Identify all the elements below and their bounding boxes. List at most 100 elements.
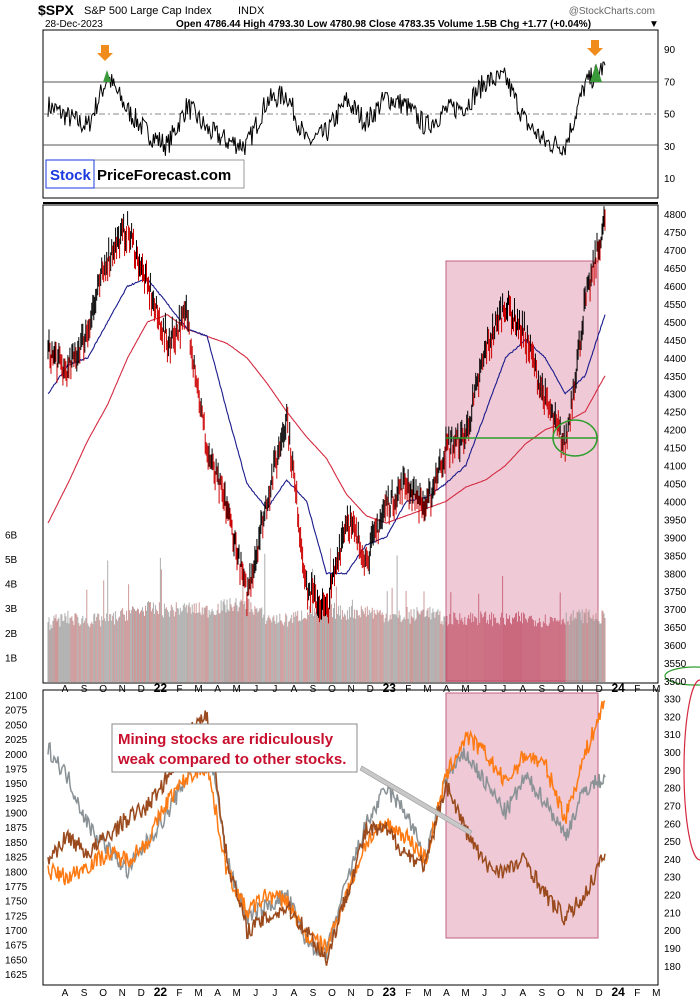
price-tick-label: 4450	[664, 336, 687, 347]
price-tick-label: 4400	[664, 354, 687, 365]
month-tick-label: N	[119, 988, 126, 999]
left-tick-label: 1625	[5, 970, 28, 981]
month-tick-label: A	[291, 988, 298, 999]
index-name: S&P 500 Large Cap Index	[84, 5, 212, 17]
rsi-tick-label: 10	[664, 174, 676, 185]
price-tick-label: 4350	[664, 372, 687, 383]
series-gray-line	[47, 724, 606, 960]
month-tick-label: O	[557, 988, 565, 999]
series-brown-line	[47, 710, 606, 966]
price-tick-label: 4250	[664, 408, 687, 419]
price-tick-label: 4100	[664, 462, 687, 473]
month-tick-label: J	[482, 988, 487, 999]
symbol-label: $SPX	[38, 2, 74, 18]
price-tick-label: 3550	[664, 659, 687, 670]
right-tick-label: 260	[664, 819, 681, 830]
left-tick-label: 1850	[5, 838, 28, 849]
month-tick-label: 24	[612, 985, 626, 999]
right-tick-label: 300	[664, 748, 681, 759]
month-tick-label: O	[328, 988, 336, 999]
month-tick-label: J	[501, 988, 506, 999]
price-tick-label: 4650	[664, 264, 687, 275]
month-tick-label: A	[62, 988, 69, 999]
left-tick-label: 1875	[5, 823, 28, 834]
left-tick-label: 2075	[5, 706, 28, 717]
logo-stock-box	[45, 159, 95, 189]
rsi-tick-label: 90	[664, 45, 676, 56]
price-tick-label: 3700	[664, 605, 687, 616]
month-tick-label: M	[194, 988, 202, 999]
overbought-arrow-icon	[587, 40, 603, 56]
price-tick-label: 3800	[664, 569, 687, 580]
right-axis: 330 320 310 300 290 280 270 260 250 240 230 220 210 2…	[664, 695, 681, 973]
price-tick-label: 4600	[664, 282, 687, 293]
left-tick-label: 2050	[5, 720, 28, 731]
support-circle	[552, 419, 598, 457]
rsi-panel: 90 70 50 30 10 Stock PriceForecast.com	[42, 29, 676, 199]
rsi-tick-label: 70	[664, 77, 676, 88]
left-tick-label: 2100	[5, 691, 28, 702]
month-tick-label: J	[272, 988, 277, 999]
left-tick-label: 1725	[5, 911, 28, 922]
ratio-panel: 2100 2075 2050 2025 2000 1975 1950 1925 1900 1875…	[5, 679, 700, 986]
series-orange-line	[47, 700, 606, 955]
right-tick-label: 310	[664, 730, 681, 741]
month-tick-label: A	[519, 988, 526, 999]
volume-tick-label: 3B	[5, 604, 18, 615]
price-tick-label: 4000	[664, 497, 687, 508]
right-tick-label: 210	[664, 908, 681, 919]
month-tick-label: D	[138, 988, 145, 999]
right-tick-label: 330	[664, 695, 681, 706]
stockpriceforecast-logo: Stock PriceForecast.com	[45, 159, 245, 189]
left-tick-label: 1775	[5, 882, 28, 893]
price-tick-label: 4050	[664, 480, 687, 491]
left-tick-label: 2000	[5, 750, 28, 761]
price-tick-label: 4500	[664, 318, 687, 329]
right-tick-label: 190	[664, 944, 681, 955]
right-tick-label: 230	[664, 873, 681, 884]
ma50-line	[47, 277, 606, 575]
left-tick-label: 1925	[5, 794, 28, 805]
left-tick-label: 1825	[5, 853, 28, 864]
rsi-line	[47, 61, 606, 156]
exchange-label: INDX	[238, 5, 265, 17]
month-tick-label: 23	[383, 985, 397, 999]
annotation-callout: Mining stocks are ridiculously weak comp…	[111, 723, 473, 836]
month-tick-label: F	[634, 988, 640, 999]
left-tick-label: 2025	[5, 735, 28, 746]
change-marker-icon: ▼	[649, 19, 659, 30]
volume-tick-label: 4B	[5, 580, 18, 591]
right-tick-label: 240	[664, 855, 681, 866]
price-tick-label: 4300	[664, 390, 687, 401]
month-tick-label: S	[81, 988, 88, 999]
overbought-arrow-icon	[97, 45, 113, 61]
month-tick-label: 24	[612, 681, 626, 695]
right-tick-label: 280	[664, 784, 681, 795]
left-tick-label: 1900	[5, 809, 28, 820]
rsi-tick-label: 30	[664, 142, 676, 153]
logo-domain-text: PriceForecast.com	[97, 167, 231, 184]
price-tick-label: 3650	[664, 623, 687, 634]
month-tick-label: N	[576, 988, 583, 999]
rsi-axis: 90 70 50 30 10	[664, 45, 676, 185]
price-tick-label: 3900	[664, 533, 687, 544]
month-tick-label: M	[461, 988, 469, 999]
month-tick-label: S	[310, 988, 317, 999]
price-tick-label: 4550	[664, 300, 687, 311]
month-tick-label: D	[595, 988, 602, 999]
month-tick-label: M	[233, 988, 241, 999]
price-tick-label: 4150	[664, 444, 687, 455]
month-tick-label: N	[348, 988, 355, 999]
month-tick-label: O	[99, 988, 107, 999]
month-tick-label: J	[253, 988, 258, 999]
right-tick-label: 320	[664, 712, 681, 723]
price-tick-label: 4200	[664, 426, 687, 437]
price-tick-label: 3850	[664, 551, 687, 562]
price-tick-label: 3500	[664, 677, 687, 688]
price-tick-label: 4750	[664, 228, 687, 239]
axis-highlight-ellipse	[683, 679, 700, 861]
month-tick-label: M	[652, 988, 660, 999]
left-tick-label: 1650	[5, 955, 28, 966]
month-tick-label: A	[443, 988, 450, 999]
